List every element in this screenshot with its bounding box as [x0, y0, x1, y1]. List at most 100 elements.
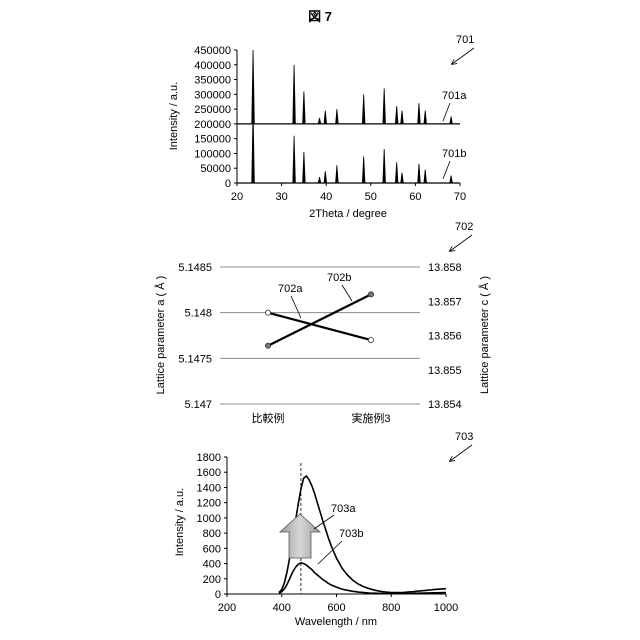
peak-701a: [383, 88, 386, 123]
y-tick-label: 50000: [200, 163, 231, 175]
peak-701a: [318, 118, 321, 124]
panel-703-x-ticks: 2004006008001000: [218, 594, 458, 614]
y-tick-label: 250000: [194, 104, 231, 116]
peak-701a: [401, 111, 404, 124]
right-tick-label: 13.856: [428, 331, 462, 343]
label-703a: 703a: [331, 503, 356, 515]
right-tick-label: 13.857: [428, 296, 462, 308]
y-tick-label: 800: [203, 528, 221, 540]
right-tick-label: 13.854: [428, 399, 462, 411]
y-tick-label: 150000: [194, 134, 231, 146]
x-tick-label: 20: [231, 191, 243, 203]
y-tick-label: 0: [225, 178, 231, 190]
peak-701b: [303, 152, 306, 183]
x-tick-label: 30: [275, 191, 287, 203]
peak-701b: [401, 173, 404, 183]
category-label: 比較例: [252, 411, 285, 425]
panel-701: 701 450000400000350000300000250000200000…: [168, 34, 474, 220]
label-703b: 703b: [339, 528, 363, 540]
panel-703-y-ticks: 180016001400120010008006004002000: [197, 452, 227, 601]
panel-703-ref-arrow: [450, 445, 472, 461]
figure-7: 図 7 701 45000040000035000030000025000020…: [0, 0, 640, 640]
y-tick-label: 200: [203, 574, 221, 586]
peak-701a: [424, 111, 427, 124]
series-702b: [265, 292, 373, 349]
y-tick-label: 1800: [197, 452, 221, 464]
label-702a: 702a: [278, 283, 303, 295]
panel-703-ylabel: Intensity / a.u.: [174, 488, 186, 556]
peak-701b: [362, 156, 365, 183]
label-702a-leader: [291, 296, 301, 318]
panel-703: 703 180016001400120010008006004002000 20…: [174, 431, 473, 628]
x-tick-label: 200: [218, 602, 236, 614]
intensity-increase-arrow-icon: [280, 514, 320, 558]
label-701a-leader: [443, 103, 450, 121]
point-702b: [265, 343, 270, 348]
panel-701-ref: 701: [456, 34, 474, 46]
y-tick-label: 400: [203, 559, 221, 571]
panel-701-x-ticks: 20 30 40 50 60 70: [231, 183, 466, 203]
point-702a: [265, 310, 270, 315]
panel-701-ref-arrow: [452, 48, 474, 64]
spectrum-703b: [279, 563, 446, 594]
panel-701-series: [237, 50, 460, 183]
panel-701-xlabel: 2Theta / degree: [309, 208, 387, 220]
left-tick-label: 5.148: [184, 308, 212, 320]
peak-701b: [318, 177, 321, 183]
peak-701b: [395, 162, 398, 183]
peak-701a: [395, 106, 398, 124]
panel-701-y-ticks: 4500004000003500003000002500002000001500…: [194, 45, 237, 190]
series-701a: [237, 50, 460, 124]
y-tick-label: 1000: [197, 513, 221, 525]
x-tick-label: 600: [327, 602, 345, 614]
x-tick-label: 70: [454, 191, 466, 203]
right-tick-label: 13.858: [428, 262, 462, 274]
y-tick-label: 0: [215, 589, 221, 601]
panel-702-categories: 比較例実施例3: [252, 411, 391, 425]
panel-703-xlabel: Wavelength / nm: [295, 616, 377, 628]
label-701b: 701b: [442, 148, 466, 160]
peak-701b: [324, 171, 327, 183]
y-tick-label: 1200: [197, 498, 221, 510]
panel-702-series: [265, 292, 373, 349]
y-tick-label: 350000: [194, 75, 231, 87]
y-tick-label: 100000: [194, 148, 231, 160]
panel-702-ref-arrow: [450, 235, 472, 251]
panel-702: 702 5.14855.1485.14755.147 13.85813.8571…: [154, 221, 491, 425]
peak-701b: [418, 164, 421, 183]
point-702a: [368, 337, 373, 342]
y-tick-label: 200000: [194, 119, 231, 131]
peak-701a: [303, 91, 306, 124]
panel-701-ylabel: Intensity / a.u.: [168, 82, 180, 150]
x-tick-label: 400: [273, 602, 291, 614]
peak-701a: [362, 94, 365, 124]
line-702a: [268, 313, 371, 340]
x-tick-label: 1000: [434, 602, 458, 614]
y-tick-label: 1600: [197, 467, 221, 479]
peak-701a: [293, 65, 296, 124]
peak-701b: [293, 136, 296, 183]
y-tick-label: 450000: [194, 45, 231, 57]
peak-701b: [450, 176, 453, 183]
panel-703-ref: 703: [455, 431, 473, 443]
x-tick-label: 50: [365, 191, 377, 203]
panel-702-right-ticks: 13.858 13.857 13.856 13.855 13.854: [428, 262, 462, 411]
label-701a: 701a: [442, 90, 467, 102]
peak-701a: [418, 103, 421, 124]
right-tick-label: 13.855: [428, 365, 462, 377]
x-tick-label: 60: [409, 191, 421, 203]
left-tick-label: 5.1475: [178, 353, 212, 365]
left-tick-label: 5.147: [184, 399, 212, 411]
peak-701a: [450, 117, 453, 124]
peak-701a: [324, 111, 327, 124]
left-tick-label: 5.1485: [178, 262, 212, 274]
panel-702-ref: 702: [455, 221, 473, 233]
label-701b-leader: [443, 161, 450, 179]
peak-701b: [424, 170, 427, 183]
label-702b-leader: [342, 285, 352, 301]
y-tick-label: 600: [203, 543, 221, 555]
y-tick-label: 300000: [194, 89, 231, 101]
x-tick-label: 40: [320, 191, 332, 203]
point-702b: [368, 292, 373, 297]
panel-702-left-ticks: 5.1485 5.148 5.1475 5.147: [178, 262, 212, 411]
